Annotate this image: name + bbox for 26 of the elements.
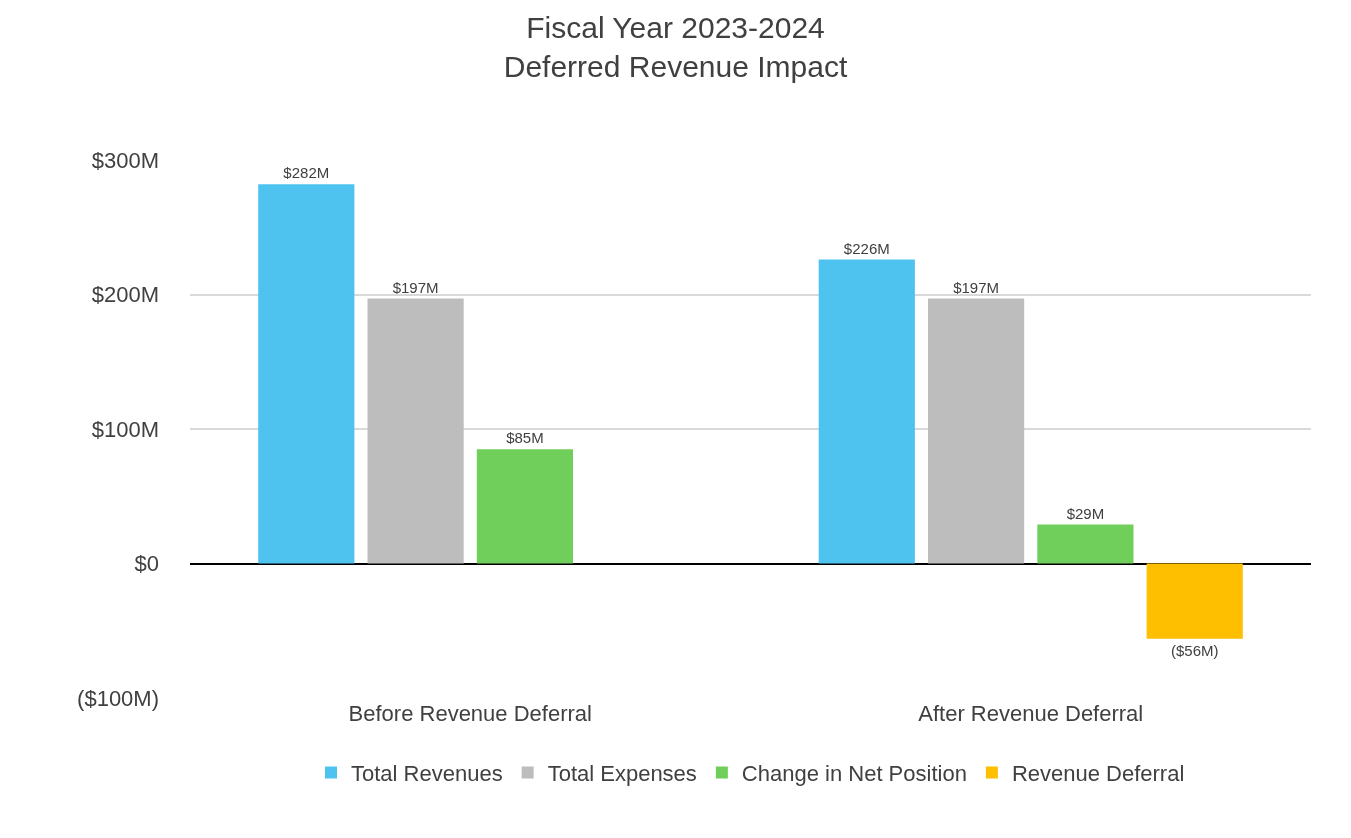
- bar: [1146, 563, 1243, 639]
- legend-label: Total Revenues: [351, 761, 503, 787]
- bar: [928, 298, 1025, 564]
- x-tick-label: Before Revenue Deferral: [348, 701, 592, 726]
- data-label: $226M: [843, 239, 890, 257]
- y-tick-label: $0: [134, 551, 159, 577]
- legend-label: Total Expenses: [547, 761, 697, 787]
- y-tick-label: $200M: [91, 282, 159, 308]
- y-tick-label: $100M: [91, 416, 159, 442]
- x-tick-label: After Revenue Deferral: [918, 701, 1144, 726]
- legend-label: Change in Net Position: [741, 761, 967, 787]
- bar: [476, 449, 573, 564]
- data-label: $29M: [1066, 504, 1105, 522]
- data-label: $197M: [953, 278, 1000, 296]
- bar: [1037, 524, 1134, 564]
- data-label: $197M: [392, 278, 439, 296]
- y-tick-label: ($100M): [77, 685, 159, 711]
- y-tick-label: $300M: [91, 147, 159, 173]
- chart-title: Fiscal Year 2023-2024 Deferred Revenue Impact: [503, 10, 848, 83]
- data-label: ($56M): [1170, 641, 1219, 659]
- bar: [818, 259, 915, 564]
- legend-label: Revenue Deferral: [1011, 761, 1185, 787]
- data-label: $282M: [283, 164, 330, 182]
- bar: [367, 298, 464, 564]
- data-label: $85M: [506, 429, 544, 447]
- bar: [258, 184, 355, 564]
